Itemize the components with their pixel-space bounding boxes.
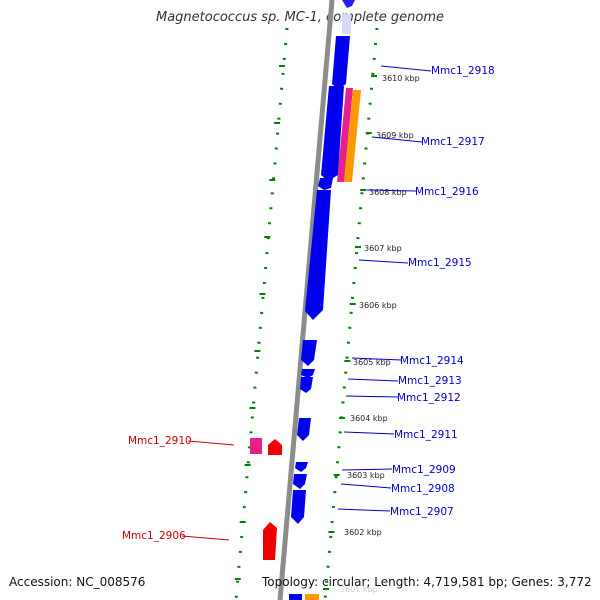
gene-arrow-mmc1-2906[interactable] [263, 522, 277, 560]
forward-strand-genes [289, 0, 355, 600]
ruler-label-3608: 3608 kbp [369, 188, 407, 197]
gene-arrow-mmc1-2916-upper[interactable] [318, 178, 333, 190]
gene-arrow-bottom[interactable] [289, 594, 302, 600]
gene-arrow-mmc1-2910[interactable] [268, 439, 282, 455]
gene-label-mmc1-2914[interactable]: Mmc1_2914 [400, 355, 464, 367]
gene-label-mmc1-2908[interactable]: Mmc1_2908 [391, 483, 455, 495]
genome-backbone [277, 0, 335, 600]
ruler-label-3601: 3601 kbp [340, 585, 378, 594]
orange-feature-bottom[interactable] [305, 594, 319, 600]
gene-label-mmc1-2906[interactable]: Mmc1_2906 [122, 530, 186, 542]
gene-label-mmc1-2909[interactable]: Mmc1_2909 [392, 464, 456, 476]
gene-label-mmc1-2910[interactable]: Mmc1_2910 [128, 435, 192, 447]
gene-arrow-mmc1-2908[interactable] [293, 474, 307, 489]
gene-arrow-faded[interactable] [342, 14, 351, 34]
gene-label-mmc1-2907[interactable]: Mmc1_2907 [390, 506, 454, 518]
gene-arrow-mmc1-2912[interactable] [300, 377, 313, 393]
genome-stats-label: Topology: circular; Length: 4,719,581 bp… [262, 575, 592, 589]
gene-arrow-mmc1-2917[interactable] [321, 86, 344, 181]
gene-labels: Mmc1_2918 Mmc1_2917 Mmc1_2916 Mmc1_2915 … [122, 65, 495, 542]
reverse-strand-genes [263, 439, 282, 560]
outer-major-ticks [323, 75, 377, 590]
gene-label-mmc1-2913[interactable]: Mmc1_2913 [398, 375, 462, 387]
ruler-label-3606: 3606 kbp [359, 301, 397, 310]
ruler-label-3605: 3605 kbp [353, 358, 391, 367]
gene-arrow-mmc1-2911[interactable] [297, 418, 311, 441]
pink-feature-mmc1-2917[interactable] [337, 88, 353, 182]
inner-major-ticks [234, 65, 285, 580]
gene-arrow-mmc1-2913[interactable] [301, 369, 315, 378]
gene-label-mmc1-2917[interactable]: Mmc1_2917 [421, 136, 485, 148]
ruler-label-3602: 3602 kbp [344, 528, 382, 537]
ruler-label-3603: 3603 kbp [347, 471, 385, 480]
gene-label-mmc1-2916[interactable]: Mmc1_2916 [415, 186, 479, 198]
feature-tracks [250, 88, 361, 600]
genome-title: Magnetococcus sp. MC-1, complete genome [155, 10, 445, 25]
pink-feature-mmc1-2910[interactable] [250, 438, 262, 454]
gene-arrow-mmc1-2918[interactable] [332, 36, 350, 89]
ruler-labels: 3610 kbp 3609 kbp 3608 kbp 3607 kbp 3606… [340, 74, 420, 594]
gene-label-mmc1-2911[interactable]: Mmc1_2911 [394, 429, 458, 441]
gene-arrow-top[interactable] [342, 0, 355, 8]
gene-label-mmc1-2912[interactable]: Mmc1_2912 [397, 392, 461, 404]
orange-feature-mmc1-2917[interactable] [344, 90, 361, 182]
accession-label: Accession: NC_008576 [9, 575, 146, 589]
label-leaders [181, 65, 432, 541]
gene-arrow-mmc1-2914[interactable] [301, 340, 317, 366]
inner-ruler-track [234, 27, 289, 600]
gene-arrow-mmc1-2909[interactable] [295, 462, 308, 472]
gene-arrow-mmc1-2915[interactable] [305, 190, 331, 320]
ruler-label-3609: 3609 kbp [376, 131, 414, 140]
ruler-label-3604: 3604 kbp [350, 414, 388, 423]
gene-arrow-mmc1-2907[interactable] [291, 490, 306, 524]
ruler-label-3610: 3610 kbp [382, 74, 420, 83]
ruler-label-3607: 3607 kbp [364, 244, 402, 253]
gene-label-mmc1-2918[interactable]: Mmc1_2918 [431, 65, 495, 77]
gene-label-mmc1-2915[interactable]: Mmc1_2915 [408, 257, 472, 269]
